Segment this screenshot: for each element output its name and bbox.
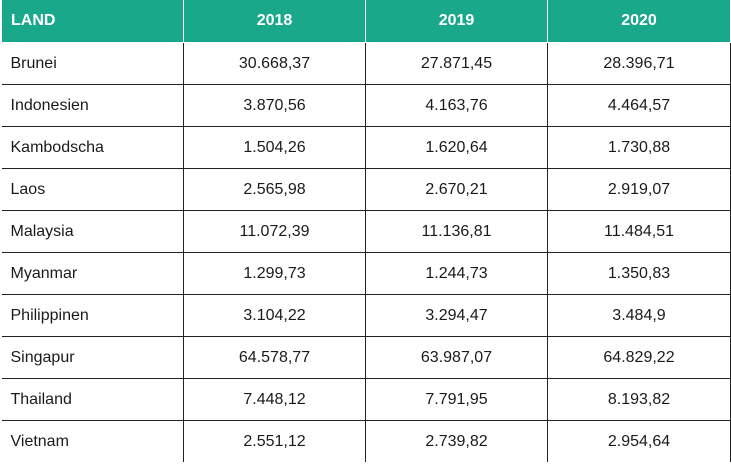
table-row: Vietnam 2.551,12 2.739,82 2.954,64 (1, 420, 731, 462)
cell-2020: 4.464,57 (547, 84, 731, 127)
cell-2019: 27.871,45 (365, 42, 548, 85)
cell-country: Myanmar (1, 252, 184, 295)
cell-country: Laos (1, 168, 184, 211)
cell-2020: 1.350,83 (547, 252, 731, 295)
cell-2019: 63.987,07 (365, 336, 548, 379)
cell-2019: 11.136,81 (365, 210, 548, 253)
cell-country: Kambodscha (1, 126, 184, 169)
cell-2018: 2.551,12 (183, 420, 366, 462)
header-2018: 2018 (183, 0, 366, 43)
table-row: Singapur 64.578,77 63.987,07 64.829,22 (1, 336, 731, 379)
cell-2018: 30.668,37 (183, 42, 366, 85)
cell-2019: 2.670,21 (365, 168, 548, 211)
cell-country: Malaysia (1, 210, 184, 253)
cell-2018: 1.299,73 (183, 252, 366, 295)
cell-2020: 28.396,71 (547, 42, 731, 85)
cell-2020: 2.919,07 (547, 168, 731, 211)
cell-2018: 3.870,56 (183, 84, 366, 127)
cell-2018: 11.072,39 (183, 210, 366, 253)
cell-2019: 2.739,82 (365, 420, 548, 462)
cell-2020: 2.954,64 (547, 420, 731, 462)
cell-2019: 3.294,47 (365, 294, 548, 337)
table-row: Philippinen 3.104,22 3.294,47 3.484,9 (1, 294, 731, 337)
cell-2018: 1.504,26 (183, 126, 366, 169)
table-row: Brunei 30.668,37 27.871,45 28.396,71 (1, 42, 731, 85)
table-row: Laos 2.565,98 2.670,21 2.919,07 (1, 168, 731, 211)
header-land: LAND (1, 0, 184, 43)
cell-2018: 7.448,12 (183, 378, 366, 421)
cell-country: Vietnam (1, 420, 184, 462)
table-row: Myanmar 1.299,73 1.244,73 1.350,83 (1, 252, 731, 295)
header-2019: 2019 (365, 0, 548, 43)
header-row: LAND 2018 2019 2020 (1, 0, 731, 43)
table-row: Kambodscha 1.504,26 1.620,64 1.730,88 (1, 126, 731, 169)
cell-2019: 1.620,64 (365, 126, 548, 169)
cell-2018: 3.104,22 (183, 294, 366, 337)
cell-2020: 8.193,82 (547, 378, 731, 421)
cell-2019: 7.791,95 (365, 378, 548, 421)
cell-country: Thailand (1, 378, 184, 421)
table-header: LAND 2018 2019 2020 (1, 0, 731, 43)
cell-2018: 64.578,77 (183, 336, 366, 379)
table-row: Indonesien 3.870,56 4.163,76 4.464,57 (1, 84, 731, 127)
cell-country: Brunei (1, 42, 184, 85)
cell-2020: 3.484,9 (547, 294, 731, 337)
cell-2019: 1.244,73 (365, 252, 548, 295)
cell-2020: 11.484,51 (547, 210, 731, 253)
cell-2020: 64.829,22 (547, 336, 731, 379)
header-2020: 2020 (547, 0, 731, 43)
table-row: Malaysia 11.072,39 11.136,81 11.484,51 (1, 210, 731, 253)
cell-country: Philippinen (1, 294, 184, 337)
cell-2019: 4.163,76 (365, 84, 548, 127)
table-body: Brunei 30.668,37 27.871,45 28.396,71 Ind… (1, 42, 731, 462)
cell-country: Indonesien (1, 84, 184, 127)
cell-2018: 2.565,98 (183, 168, 366, 211)
country-data-table: LAND 2018 2019 2020 Brunei 30.668,37 27.… (1, 0, 731, 462)
cell-country: Singapur (1, 336, 184, 379)
table-row: Thailand 7.448,12 7.791,95 8.193,82 (1, 378, 731, 421)
cell-2020: 1.730,88 (547, 126, 731, 169)
